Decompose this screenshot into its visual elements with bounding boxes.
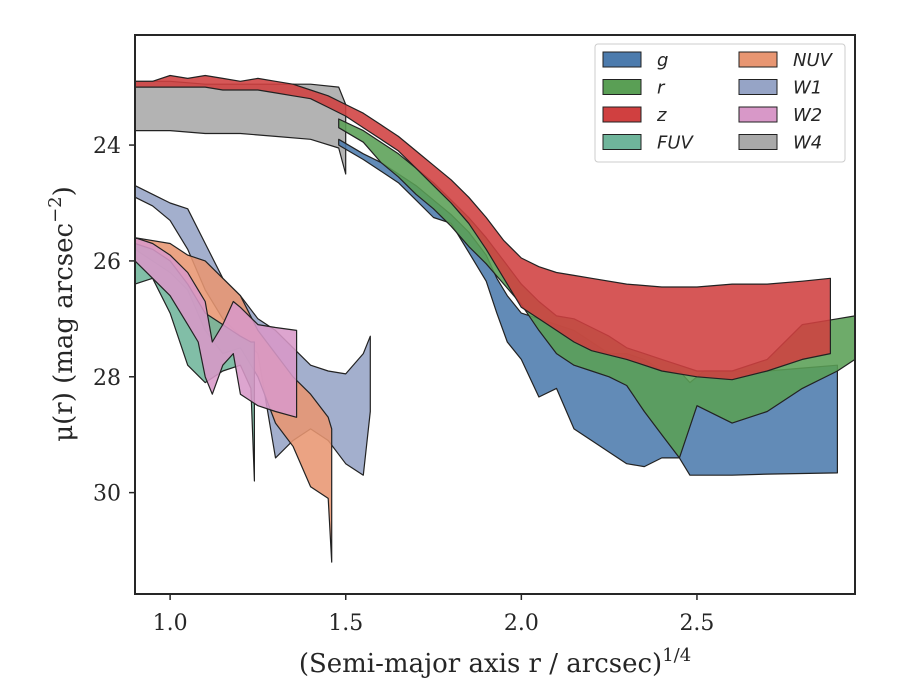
legend-label-z: z bbox=[656, 105, 667, 126]
y-axis-label-main: μ(r) (mag arcsec bbox=[49, 223, 79, 442]
legend-label-nuv: NUV bbox=[793, 50, 834, 71]
y-tick-label: 26 bbox=[93, 250, 121, 275]
legend-label-g: g bbox=[657, 50, 668, 71]
x-axis-ticks: 1.0 1.5 2.0 2.5 bbox=[153, 594, 714, 636]
x-tick-label: 2.0 bbox=[504, 611, 539, 636]
legend-label-r: r bbox=[657, 78, 666, 99]
legend-swatch-w2 bbox=[738, 106, 778, 123]
plot-frame bbox=[134, 34, 856, 595]
legend-label-w1: W1 bbox=[793, 78, 822, 99]
x-tick-label: 1.0 bbox=[153, 611, 188, 636]
series-band-z bbox=[134, 74, 832, 381]
legend-swatch-fuv bbox=[602, 134, 642, 150]
series-band-w2 bbox=[134, 237, 298, 418]
legend-swatch-w4 bbox=[738, 134, 778, 150]
y-tick-label: 30 bbox=[93, 482, 121, 507]
y-axis-ticks: 24 26 28 30 bbox=[93, 134, 135, 507]
legend-label-fuv: FUV bbox=[657, 133, 695, 154]
y-axis-label-superscript: −2 bbox=[45, 196, 66, 223]
series-bands bbox=[134, 74, 856, 563]
y-axis-label-suffix: ) bbox=[49, 186, 79, 196]
x-axis-label-superscript: 1/4 bbox=[662, 645, 691, 666]
legend-swatch-g bbox=[602, 51, 642, 68]
legend-swatch-nuv bbox=[738, 51, 778, 68]
x-axis-label: (Semi-major axis r / arcsec)1/4 bbox=[299, 645, 691, 679]
legend-box bbox=[594, 43, 846, 163]
legend-label-w2: W2 bbox=[793, 105, 822, 126]
y-tick-label: 24 bbox=[93, 134, 121, 159]
y-tick-label: 28 bbox=[93, 366, 121, 391]
legend: g NUV r W1 z W2 FUV W4 bbox=[594, 43, 846, 163]
legend-label-w4: W4 bbox=[793, 133, 822, 154]
legend-swatch-z bbox=[602, 106, 642, 123]
x-tick-label: 2.5 bbox=[679, 611, 714, 636]
legend-items: g NUV r W1 z W2 FUV W4 bbox=[602, 50, 834, 154]
legend-swatch-r bbox=[602, 79, 642, 95]
x-axis-label-main: (Semi-major axis r / arcsec) bbox=[299, 649, 662, 679]
x-tick-label: 1.5 bbox=[328, 611, 363, 636]
legend-swatch-w1 bbox=[738, 79, 778, 95]
y-axis-label: μ(r) (mag arcsec−2) bbox=[45, 186, 79, 442]
